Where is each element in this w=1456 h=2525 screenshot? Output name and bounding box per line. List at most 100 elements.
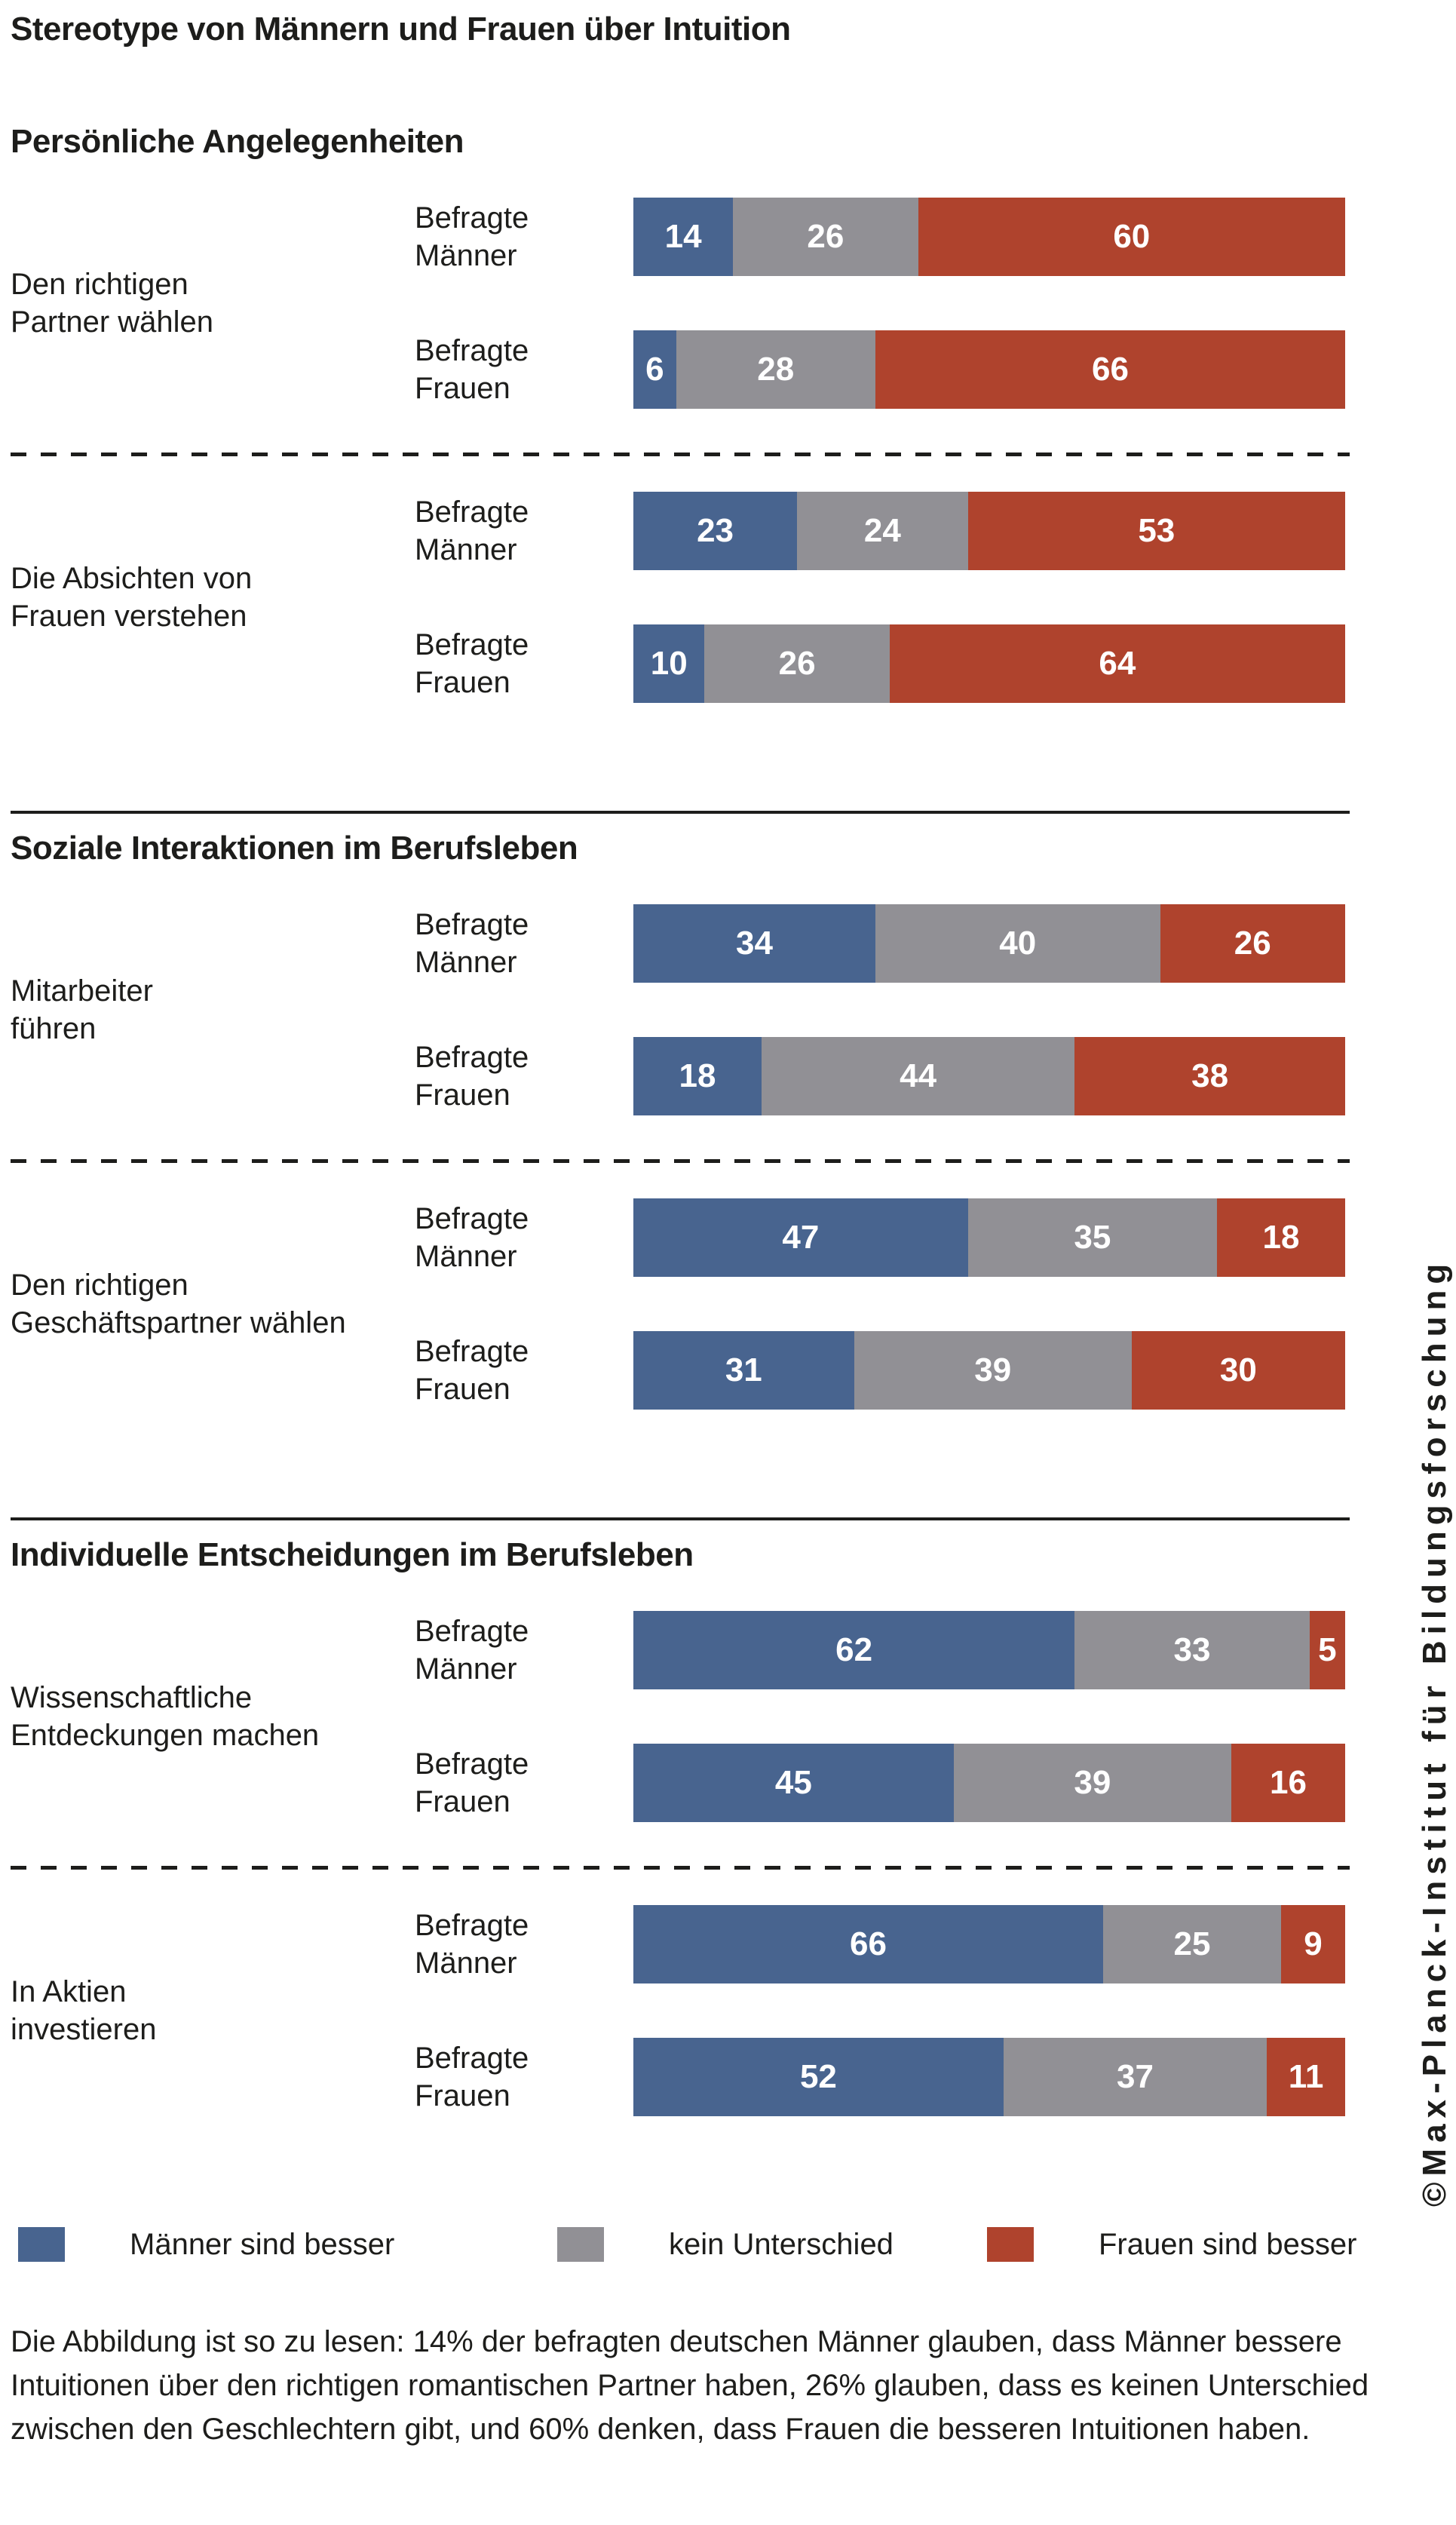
bar-segment-women-better: 16 — [1231, 1744, 1345, 1822]
bar-rows: Befragte Männer 23 24 53 Befragte Frauen 10 26… — [415, 492, 1345, 703]
group-label: Wissenschaftliche Entdeckungen machen — [11, 1681, 320, 1752]
bar-row: Befragte Frauen 52 37 11 — [415, 2038, 1345, 2116]
row-label: Befragte Frauen — [415, 628, 529, 699]
bar-value: 66 — [1091, 351, 1129, 388]
group-label: Die Absichten von Frauen verstehen — [11, 562, 253, 633]
bar-value: 62 — [835, 1631, 873, 1668]
bar-value: 11 — [1288, 2058, 1324, 2095]
group-label: In Aktien investieren — [11, 1975, 157, 2046]
bar-value: 26 — [1234, 925, 1271, 962]
bar-group: Die Absichten von Frauen verstehen Befrag… — [11, 492, 1456, 703]
bar-value: 6 — [645, 351, 664, 388]
bar-row: Befragte Männer 23 24 53 — [415, 492, 1345, 570]
bar-value: 14 — [664, 218, 702, 255]
chart-sections: Persönliche Angelegenheiten Den richtigen… — [11, 124, 1456, 2116]
bar-segment-no-difference: 37 — [1003, 2038, 1267, 2116]
bar-segment-no-difference: 25 — [1103, 1905, 1282, 1983]
bar-row: Befragte Männer 47 35 18 — [415, 1198, 1345, 1277]
row-label: Befragte Männer — [415, 495, 529, 566]
bar-segment-men-better: 10 — [633, 624, 705, 703]
legend-label: kein Unterschied — [669, 2227, 894, 2261]
bar-segment-men-better: 47 — [633, 1198, 968, 1277]
bar-segment-no-difference: 40 — [875, 904, 1160, 983]
bar-value: 38 — [1191, 1057, 1229, 1094]
copyright-credit-text: ©Max-Planck-Institut für Bildungsforschu… — [1416, 1257, 1453, 2207]
bar-value: 35 — [1074, 1219, 1111, 1256]
bar-value: 26 — [807, 218, 844, 255]
bar-segment-women-better: 9 — [1281, 1905, 1345, 1983]
bar-segment-no-difference: 26 — [733, 198, 918, 276]
bar-value: 31 — [725, 1351, 762, 1388]
row-label: Befragte Männer — [415, 1202, 529, 1273]
bar-row: Befragte Frauen 6 28 66 — [415, 330, 1345, 409]
stacked-bar: 62 33 5 — [633, 1611, 1345, 1689]
legend-item: Männer sind besser — [18, 2226, 394, 2263]
bar-segment-men-better: 62 — [633, 1611, 1075, 1689]
bar-row: Befragte Frauen 10 26 64 — [415, 624, 1345, 703]
bar-rows: Befragte Männer 47 35 18 Befragte Frauen 31 39… — [415, 1198, 1345, 1410]
stacked-bar: 31 39 30 — [633, 1331, 1345, 1410]
bar-value: 40 — [999, 925, 1037, 962]
row-label: Befragte Männer — [415, 1909, 529, 1980]
bar-row: Befragte Frauen 45 39 16 — [415, 1744, 1345, 1822]
stacked-bar: 66 25 9 — [633, 1905, 1345, 1983]
row-label: Befragte Frauen — [415, 334, 529, 405]
stacked-bar: 23 24 53 — [633, 492, 1345, 570]
bar-value: 52 — [799, 2058, 837, 2095]
bar-segment-men-better: 45 — [633, 1744, 954, 1822]
bar-segment-men-better: 6 — [633, 330, 676, 409]
stacked-bar: 14 26 60 — [633, 198, 1345, 276]
stacked-bar: 6 28 66 — [633, 330, 1345, 409]
bar-value: 9 — [1304, 1925, 1323, 1962]
bar-segment-women-better: 38 — [1074, 1037, 1345, 1115]
bar-row: Befragte Frauen 18 44 38 — [415, 1037, 1345, 1115]
bar-group: Mitarbeiter führen Befragte Männer 34 40 26 B… — [11, 904, 1456, 1115]
bar-value: 60 — [1113, 218, 1151, 255]
bar-value: 28 — [757, 351, 795, 388]
legend-item: Frauen sind besser — [987, 2226, 1356, 2263]
bar-row: Befragte Frauen 31 39 30 — [415, 1331, 1345, 1410]
bar-row: Befragte Männer 14 26 60 — [415, 198, 1345, 276]
legend: Männer sind besser kein Unterschied Frauen… — [11, 2226, 1456, 2263]
bar-segment-no-difference: 44 — [761, 1037, 1075, 1115]
bar-segment-no-difference: 39 — [854, 1331, 1132, 1410]
bar-rows: Befragte Männer 66 25 9 Befragte Frauen 52 37 1… — [415, 1905, 1345, 2116]
bar-row: Befragte Männer 62 33 5 — [415, 1611, 1345, 1689]
legend-swatch-men-better — [18, 2227, 65, 2262]
bar-segment-men-better: 52 — [633, 2038, 1004, 2116]
bar-value: 18 — [679, 1057, 716, 1094]
bar-value: 24 — [863, 512, 901, 549]
bar-group: Wissenschaftliche Entdeckungen machen Bef… — [11, 1611, 1456, 1822]
stacked-bar: 10 26 64 — [633, 624, 1345, 703]
bar-value: 39 — [974, 1351, 1012, 1388]
dashed-divider — [11, 1159, 1350, 1163]
bar-segment-men-better: 14 — [633, 198, 734, 276]
dashed-divider — [11, 453, 1350, 456]
bar-value: 39 — [1074, 1764, 1111, 1801]
section-header: Persönliche Angelegenheiten — [11, 123, 464, 160]
legend-item: kein Unterschied — [557, 2226, 894, 2263]
group-label: Den richtigen Partner wählen — [11, 268, 214, 339]
bar-value: 10 — [650, 645, 688, 682]
bar-value: 18 — [1262, 1219, 1300, 1256]
stacked-bar: 47 35 18 — [633, 1198, 1345, 1277]
stacked-bar: 52 37 11 — [633, 2038, 1345, 2116]
bar-segment-no-difference: 33 — [1074, 1611, 1310, 1689]
legend-swatch-women-better — [987, 2227, 1034, 2262]
bar-rows: Befragte Männer 62 33 5 Befragte Frauen 45 39 1… — [415, 1611, 1345, 1822]
row-label: Befragte Männer — [415, 201, 529, 272]
page-title: Stereotype von Männern und Frauen über I… — [11, 11, 791, 48]
bar-segment-women-better: 18 — [1217, 1198, 1345, 1277]
bar-row: Befragte Männer 34 40 26 — [415, 904, 1345, 983]
row-label: Befragte Frauen — [415, 1041, 529, 1112]
bar-row: Befragte Männer 66 25 9 — [415, 1905, 1345, 1983]
bar-value: 33 — [1173, 1631, 1211, 1668]
bar-segment-men-better: 18 — [633, 1037, 762, 1115]
bar-segment-women-better: 11 — [1267, 2038, 1345, 2116]
bar-segment-women-better: 64 — [889, 624, 1345, 703]
bar-segment-men-better: 34 — [633, 904, 875, 983]
stacked-bar: 34 40 26 — [633, 904, 1345, 983]
bar-value: 66 — [850, 1925, 887, 1962]
bar-value: 53 — [1138, 512, 1176, 549]
bar-value: 34 — [736, 925, 773, 962]
